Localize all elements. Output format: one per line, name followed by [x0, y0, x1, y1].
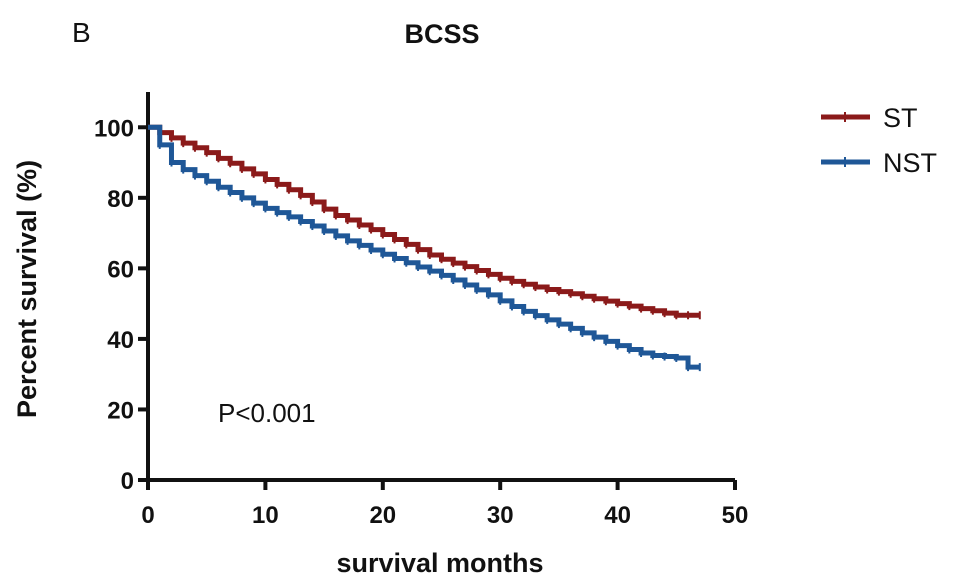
y-axis-label: Percent survival (%) [12, 160, 42, 418]
legend-label-st: ST [883, 103, 918, 133]
x-tick-label: 0 [141, 502, 154, 529]
y-tick-label: 60 [107, 256, 134, 283]
legend: ST NST [821, 103, 937, 178]
y-tick-label: 40 [107, 327, 134, 354]
x-tick-label: 30 [487, 502, 514, 529]
x-tick-label: 20 [369, 502, 396, 529]
y-tick-label: 20 [107, 397, 134, 424]
p-value-annotation: P<0.001 [218, 398, 316, 428]
series-line-st [148, 124, 700, 318]
y-tick-label: 100 [94, 115, 134, 142]
axes: 0 20 40 60 80 100 0 10 20 30 40 50 [94, 92, 748, 529]
y-tick-label: 80 [107, 186, 134, 213]
x-tick-label: 10 [252, 502, 279, 529]
x-tick-label: 40 [604, 502, 631, 529]
y-tick-label: 0 [121, 468, 134, 495]
x-axis-label: survival months [336, 548, 543, 578]
panel-label: B [72, 17, 91, 48]
chart-title: BCSS [404, 19, 479, 49]
plot-area [148, 124, 701, 372]
legend-label-nst: NST [883, 148, 937, 178]
x-tick-label: 50 [722, 502, 749, 529]
